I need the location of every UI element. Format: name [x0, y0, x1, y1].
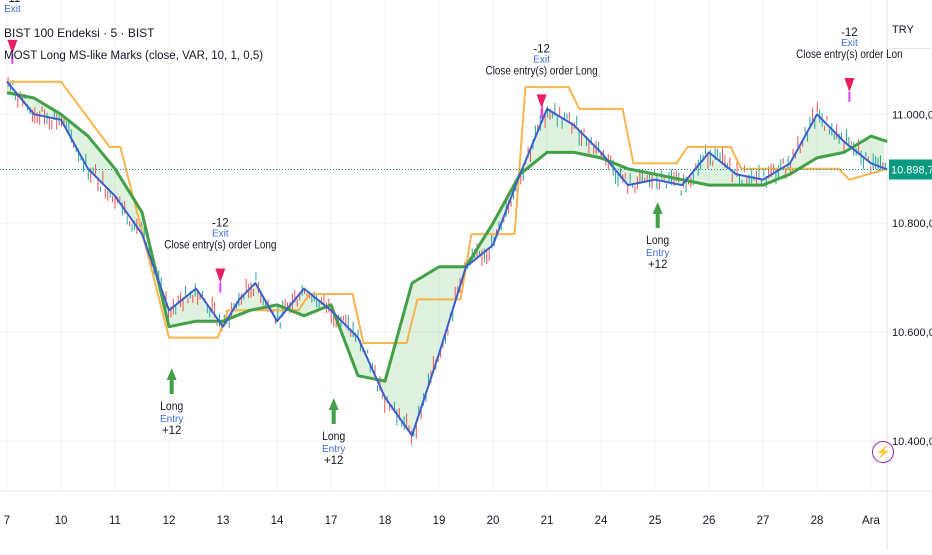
entry-marker[interactable] [328, 398, 339, 410]
time-tick-label: 13 [217, 515, 230, 527]
most-fill-band [7, 81, 885, 436]
time-tick-label: 21 [541, 515, 554, 527]
current-price-badge [889, 159, 932, 180]
time-tick-label: 27 [757, 515, 770, 527]
exit-marker[interactable] [536, 94, 547, 109]
long-label: Long [646, 235, 669, 248]
price-tick-label: 10.600,00 [892, 327, 932, 339]
exit-marker[interactable] [215, 268, 226, 283]
time-tick-label: 14 [271, 515, 284, 527]
trade-qty-label: -12 [841, 27, 858, 39]
entry-label: Entry [160, 414, 183, 425]
price-tick-label: 10.800,00 [892, 218, 932, 230]
lightning-icon[interactable]: ⚡ [872, 441, 894, 463]
long-label: Long [160, 401, 183, 414]
entry-marker-stem [655, 214, 660, 228]
time-tick-label: 18 [379, 515, 392, 527]
symbol-title[interactable]: BIST 100 Endeksi · 5 · BIST [4, 26, 155, 40]
time-tick-label: 25 [649, 515, 662, 527]
entry-label: Entry [322, 444, 345, 455]
close-order-label: Close entry(s) order Long [486, 65, 598, 78]
exit-label: Exit [841, 38, 858, 49]
time-tick-label: 7 [4, 515, 10, 527]
time-tick-label: 17 [325, 515, 338, 527]
current-price-label: 10.898,70 [891, 164, 932, 176]
exit-marker[interactable] [844, 78, 855, 92]
trade-qty-label: +12 [648, 259, 668, 271]
time-tick-label: 26 [703, 515, 716, 527]
trade-qty-label: -11 [5, 0, 21, 5]
exit-marker[interactable] [7, 39, 18, 54]
entry-marker-stem [169, 380, 174, 395]
trade-qty-label: -12 [533, 43, 550, 55]
moving-average-line [7, 80, 888, 344]
exit-label: Exit [4, 4, 21, 15]
trade-qty-label: +12 [324, 455, 344, 467]
time-tick-label: 11 [109, 515, 121, 527]
currency-box[interactable] [890, 8, 930, 49]
entry-marker[interactable] [166, 368, 177, 381]
price-tick-label: 10.400,00 [892, 436, 932, 448]
exit-label: Exit [533, 54, 550, 65]
entry-marker[interactable] [652, 202, 663, 214]
trade-qty-label: +12 [162, 425, 182, 437]
time-tick-label: 24 [595, 515, 608, 527]
close-order-label: Close entry(s) order Long [164, 239, 276, 252]
entry-label: Entry [646, 248, 669, 259]
exit-label: Exit [212, 229, 229, 240]
most-stop-line [6, 91, 888, 383]
currency-label[interactable]: TRY [892, 24, 914, 36]
time-tick-label: 10 [55, 515, 68, 527]
entry-marker-stem [331, 410, 336, 424]
time-tick-label: 12 [163, 515, 176, 527]
price-tick-label: 11.000,00 [892, 109, 932, 121]
long-label: Long [322, 431, 345, 444]
time-tick-label: 19 [433, 515, 446, 527]
trade-qty-label: -12 [212, 218, 229, 230]
time-tick-label: 20 [487, 515, 500, 527]
time-tick-label: 28 [811, 515, 824, 527]
indicator-label[interactable]: MOST Long MS-like Marks (close, VAR, 10,… [4, 50, 264, 62]
close-order-label: Close entry(s) order Lon [796, 48, 903, 61]
price-line [6, 81, 888, 437]
time-tick-label: Ara [862, 515, 881, 527]
